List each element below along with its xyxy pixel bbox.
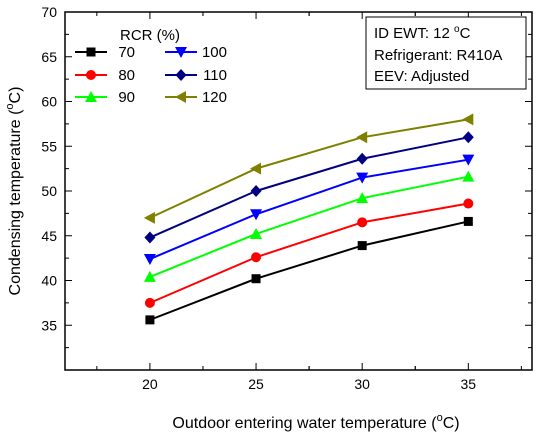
y-tick-label: 65: [41, 49, 57, 65]
data-point: [250, 209, 263, 221]
legend-marker: [175, 69, 187, 81]
data-point: [143, 270, 156, 282]
series-70: [145, 216, 473, 325]
data-point: [357, 241, 367, 251]
annotation-line3: EEV: Adjusted: [374, 68, 469, 85]
legend-marker: [175, 47, 187, 58]
series-line-120: [149, 118, 469, 219]
data-point: [462, 170, 475, 182]
legend-label: 100: [202, 44, 227, 61]
data-point: [463, 216, 473, 226]
y-tick-label: 50: [41, 183, 57, 199]
data-point: [143, 254, 156, 266]
data-point: [463, 198, 474, 209]
legend-entry-100: 100: [165, 44, 227, 61]
series-90: [143, 170, 475, 282]
legend-title: RCR (%): [120, 27, 180, 44]
legend-label: 70: [118, 44, 135, 61]
legend-entry-120: 120: [165, 89, 227, 106]
legend: RCR (%) 70 80 90 100 110 120: [75, 27, 227, 106]
legend-marker: [85, 91, 97, 102]
data-point: [462, 131, 474, 144]
data-point: [144, 297, 155, 308]
y-axis: 35 40 45 50 55 60 65 70: [41, 4, 532, 349]
series-line-100: [149, 158, 469, 260]
legend-label: 120: [202, 89, 227, 106]
legend-label: 110: [203, 67, 227, 84]
data-point: [462, 113, 474, 126]
x-tick-label: 20: [142, 376, 158, 392]
legend-entry-110: 110: [165, 67, 227, 84]
data-point: [356, 131, 368, 144]
series-line-90: [149, 175, 469, 278]
series-100: [143, 154, 475, 266]
x-tick-label: 35: [461, 376, 477, 392]
data-point: [356, 152, 368, 165]
data-point: [251, 252, 262, 263]
x-tick-label: 25: [248, 376, 264, 392]
data-point: [251, 274, 261, 284]
series-line-80: [149, 202, 469, 304]
legend-marker: [175, 91, 186, 103]
legend-entry-80: 80: [75, 67, 135, 84]
legend-entry-70: 70: [75, 44, 135, 61]
legend-label: 90: [118, 89, 135, 106]
x-tick-label: 30: [354, 376, 370, 392]
annotation-line1: ID EWT: 12 oC: [374, 24, 471, 42]
data-point: [357, 217, 368, 228]
legend-entry-90: 90: [75, 89, 135, 106]
series-layer: [143, 113, 475, 325]
legend-marker: [86, 47, 96, 57]
data-point: [250, 162, 262, 175]
y-tick-label: 35: [41, 317, 57, 333]
y-tick-label: 60: [41, 94, 57, 110]
data-point: [356, 172, 369, 184]
annotation-line2: Refrigerant: R410A: [374, 47, 502, 64]
data-point: [250, 185, 262, 197]
data-point: [462, 154, 475, 166]
data-point: [250, 227, 263, 239]
annotation-box: ID EWT: 12 oC Refrigerant: R410A EEV: Ad…: [365, 16, 527, 90]
data-point: [144, 231, 156, 244]
y-tick-label: 70: [41, 4, 57, 20]
data-point: [356, 192, 369, 204]
data-point: [143, 211, 155, 224]
annotation-frame: [365, 16, 527, 90]
data-point: [145, 315, 155, 325]
series-line-70: [149, 220, 469, 321]
y-tick-label: 45: [41, 228, 57, 244]
series-120: [143, 113, 474, 224]
series-80: [144, 198, 474, 308]
x-axis-title: Outdoor entering water temperature (oC): [172, 412, 459, 432]
series-110: [144, 131, 474, 244]
y-tick-label: 55: [41, 138, 57, 154]
legend-label: 80: [118, 67, 135, 84]
y-tick-label: 40: [41, 273, 57, 289]
y-axis-title: Condensing temperature (oC): [4, 87, 24, 296]
legend-marker: [86, 70, 96, 80]
series-line-110: [149, 136, 469, 239]
